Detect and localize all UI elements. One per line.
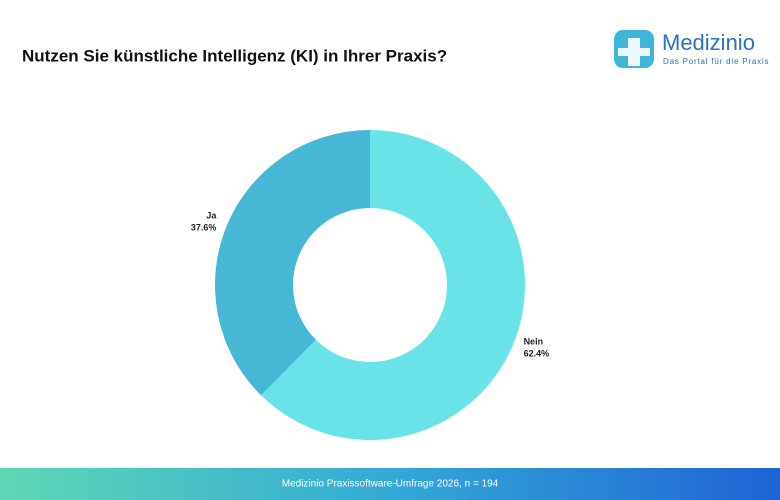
logo-cross (618, 38, 650, 66)
slice-label: Nein (524, 336, 544, 346)
slice-value-label: 62.4% (524, 348, 550, 358)
pie-slice (261, 130, 525, 440)
logo-name: Medizinio (662, 30, 755, 55)
slice-value-label: 37.6% (191, 222, 217, 232)
chart-title: Nutzen Sie künstliche Intelligenz (KI) i… (22, 46, 447, 65)
slice-label: Ja (206, 210, 217, 220)
logo: Medizinio Das Portal für die Praxis (614, 30, 769, 68)
footer-bar (0, 468, 780, 500)
footer-source: Medizinio Praxissoftware-Umfrage 2026, n… (282, 479, 499, 490)
pie-slice (215, 130, 370, 396)
logo-tagline: Das Portal für die Praxis (663, 57, 769, 66)
